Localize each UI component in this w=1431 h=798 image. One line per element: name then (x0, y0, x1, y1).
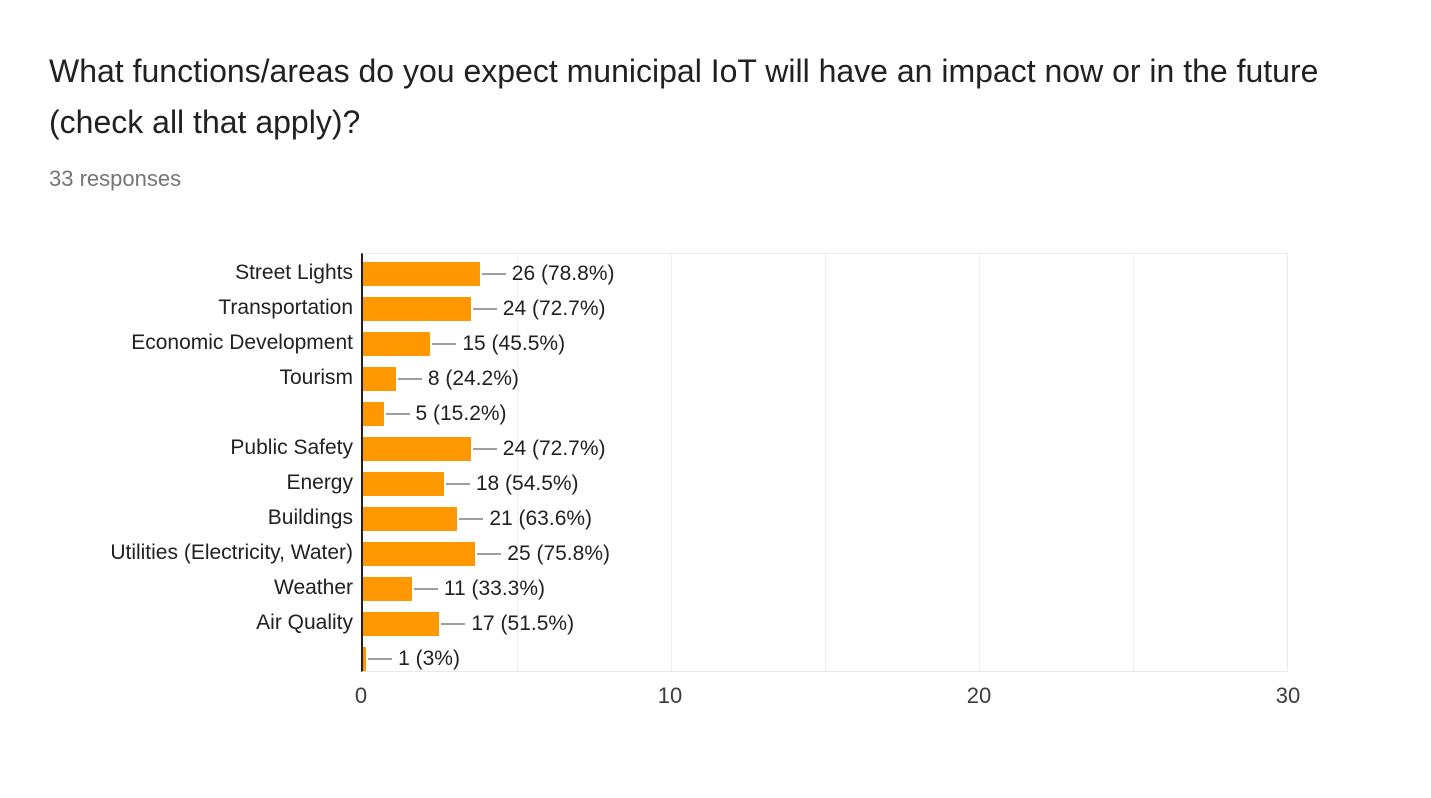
category-label: Buildings (267, 506, 353, 529)
category-label: Economic Development (131, 331, 353, 354)
category-label: Public Safety (230, 436, 353, 459)
bar[interactable] (363, 297, 471, 321)
bar-row: 1 (3%) (363, 647, 460, 671)
category-label (0, 641, 353, 676)
gridline (979, 254, 980, 671)
leader-line (397, 378, 422, 380)
category-label: Transportation (218, 296, 353, 319)
x-tick-label: 20 (966, 683, 992, 708)
leader-line (481, 273, 506, 275)
bar-row: 25 (75.8%) (363, 542, 610, 566)
leader-line (432, 343, 457, 345)
category-label: Energy (286, 471, 353, 494)
x-tick-label: 10 (657, 683, 683, 708)
gridline (517, 254, 518, 671)
bar-row: 5 (15.2%) (363, 402, 507, 426)
bar[interactable] (363, 437, 471, 461)
bar-row: 17 (51.5%) (363, 612, 574, 636)
value-label: 18 (54.5%) (475, 472, 579, 495)
category-label: Tourism (279, 366, 353, 389)
value-label: 21 (63.6%) (489, 507, 593, 530)
plot-area: 26 (78.8%) 24 (72.7%) 15 (45.5%) 8 (24.2… (361, 253, 1288, 672)
leader-line (413, 588, 438, 590)
x-tick-label: 0 (354, 683, 368, 708)
bar[interactable] (363, 507, 458, 531)
bar-row: 26 (78.8%) (363, 262, 615, 286)
leader-line (459, 518, 484, 520)
leader-line (472, 308, 497, 310)
question-title: What functions/areas do you expect munic… (49, 53, 1319, 140)
x-tick-label: 30 (1275, 683, 1301, 708)
x-axis: 0 10 20 30 (355, 683, 1300, 713)
category-label: Air Quality (256, 611, 353, 634)
value-label: 15 (45.5%) (462, 332, 566, 355)
bar[interactable] (363, 332, 431, 356)
leader-line (368, 658, 393, 660)
leader-line (441, 623, 466, 625)
bar[interactable] (363, 647, 367, 671)
bar-row: 15 (45.5%) (363, 332, 565, 356)
bar[interactable] (363, 472, 444, 496)
bar-row: 24 (72.7%) (363, 297, 606, 321)
gridline (670, 254, 672, 671)
leader-line (385, 413, 410, 415)
gridline (1132, 254, 1134, 671)
value-label: 8 (24.2%) (427, 367, 519, 390)
category-axis: Street Lights Transportation Economic De… (0, 253, 353, 672)
value-label: 11 (33.3%) (443, 577, 545, 600)
value-label: 25 (75.8%) (507, 542, 610, 565)
value-label: 24 (72.7%) (502, 437, 606, 460)
category-label (0, 396, 353, 431)
category-label: Weather (274, 576, 353, 599)
value-label: 26 (78.8%) (511, 262, 615, 285)
bar[interactable] (363, 367, 396, 391)
value-label: 5 (15.2%) (415, 402, 507, 425)
responses-count: 33 responses (49, 166, 182, 191)
category-label: Utilities (Electricity, Water) (110, 541, 353, 564)
bar[interactable] (363, 542, 476, 566)
category-label: Street Lights (235, 261, 353, 284)
bar-row: 11 (33.3%) (363, 577, 545, 601)
leader-line (445, 483, 470, 485)
leader-line (477, 553, 502, 555)
bar-row: 18 (54.5%) (363, 472, 579, 496)
bar[interactable] (363, 262, 480, 286)
value-label: 1 (3%) (398, 647, 460, 670)
bar[interactable] (363, 612, 440, 636)
gridline (825, 254, 826, 671)
bar[interactable] (363, 402, 384, 426)
bar-row: 8 (24.2%) (363, 367, 519, 391)
value-label: 17 (51.5%) (471, 612, 575, 635)
bar[interactable] (363, 577, 412, 601)
leader-line (472, 448, 497, 450)
bar-row: 21 (63.6%) (363, 507, 592, 531)
value-label: 24 (72.7%) (502, 297, 606, 320)
bar-row: 24 (72.7%) (363, 437, 606, 461)
